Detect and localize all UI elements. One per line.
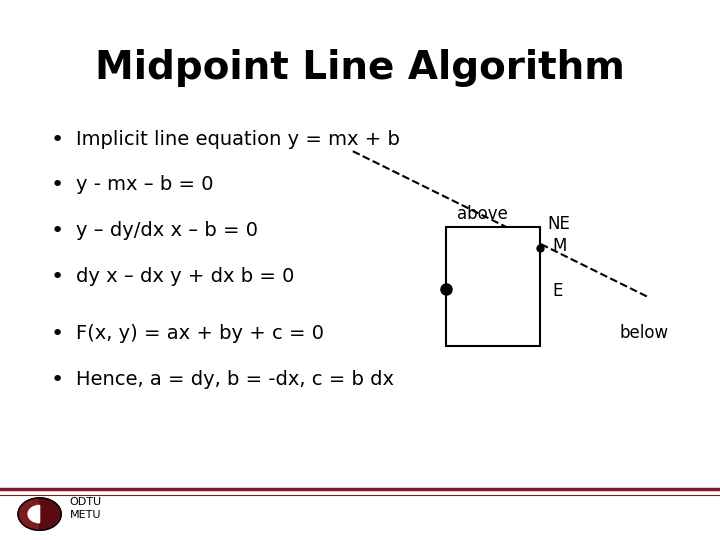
Text: y – dy/dx x – b = 0: y – dy/dx x – b = 0: [76, 221, 258, 240]
Text: ODTU
METU: ODTU METU: [70, 497, 102, 520]
Text: •: •: [50, 370, 63, 390]
Wedge shape: [40, 498, 61, 530]
Text: E: E: [552, 281, 562, 300]
Text: Implicit line equation y = mx + b: Implicit line equation y = mx + b: [76, 130, 400, 148]
Text: Hence, a = dy, b = -dx, c = b dx: Hence, a = dy, b = -dx, c = b dx: [76, 370, 394, 389]
Text: below: below: [619, 324, 668, 342]
Text: •: •: [50, 267, 63, 287]
Text: y - mx – b = 0: y - mx – b = 0: [76, 176, 213, 194]
Text: F(x, y) = ax + by + c = 0: F(x, y) = ax + by + c = 0: [76, 324, 323, 343]
Text: •: •: [50, 324, 63, 344]
Text: NE: NE: [547, 215, 570, 233]
Text: above: above: [457, 205, 508, 223]
Text: dy x – dx y + dx b = 0: dy x – dx y + dx b = 0: [76, 267, 294, 286]
Text: •: •: [50, 221, 63, 241]
Wedge shape: [18, 498, 40, 530]
Text: M: M: [552, 237, 567, 255]
Circle shape: [18, 498, 61, 530]
Text: •: •: [50, 130, 63, 150]
Text: Midpoint Line Algorithm: Midpoint Line Algorithm: [95, 49, 625, 86]
Bar: [446, 227, 540, 346]
Text: •: •: [50, 176, 63, 195]
Wedge shape: [28, 505, 40, 523]
